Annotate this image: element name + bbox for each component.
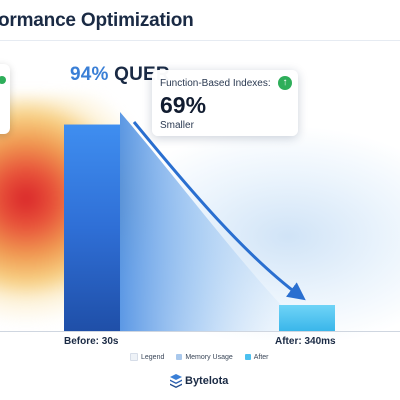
chart-baseline [0,331,400,332]
legend-label: Memory Usage [185,353,233,361]
status-dot-icon [0,76,6,84]
function-indexes-card: Function-Based Indexes: ↑ 69% Smaller [152,70,298,136]
legend-swatch [176,353,183,360]
legend-swatch [130,353,138,361]
card-value: 69% [160,92,207,118]
x-tick-label-after: After: 340ms [275,336,336,347]
legend-item: Memory Usage [176,353,233,361]
page-title: ormance Optimization [0,10,194,31]
brand-footer: Bytelota [170,374,228,392]
bar-after [279,305,335,331]
brand-name: Bytelota [185,375,229,387]
arrow-up-icon: ↑ [278,76,292,90]
card-subtext: Smaller [160,120,194,131]
headline-percent: 94% [70,64,109,85]
legend-label: After [253,353,269,361]
legend-label: Legend [141,353,165,361]
legend-item: After [244,353,269,361]
chart-legend: Legend Memory Usage After [130,353,279,365]
legend-item: Legend [130,353,164,361]
legend-swatch [244,353,251,360]
title-divider [0,40,400,41]
left-stat-card [0,64,10,134]
card-label: Function-Based Indexes: [160,78,271,89]
bar-before [64,124,120,331]
trend-arrow [132,121,306,301]
stacked-layers-icon [170,374,182,388]
x-tick-label-before: Before: 30s [64,336,119,347]
